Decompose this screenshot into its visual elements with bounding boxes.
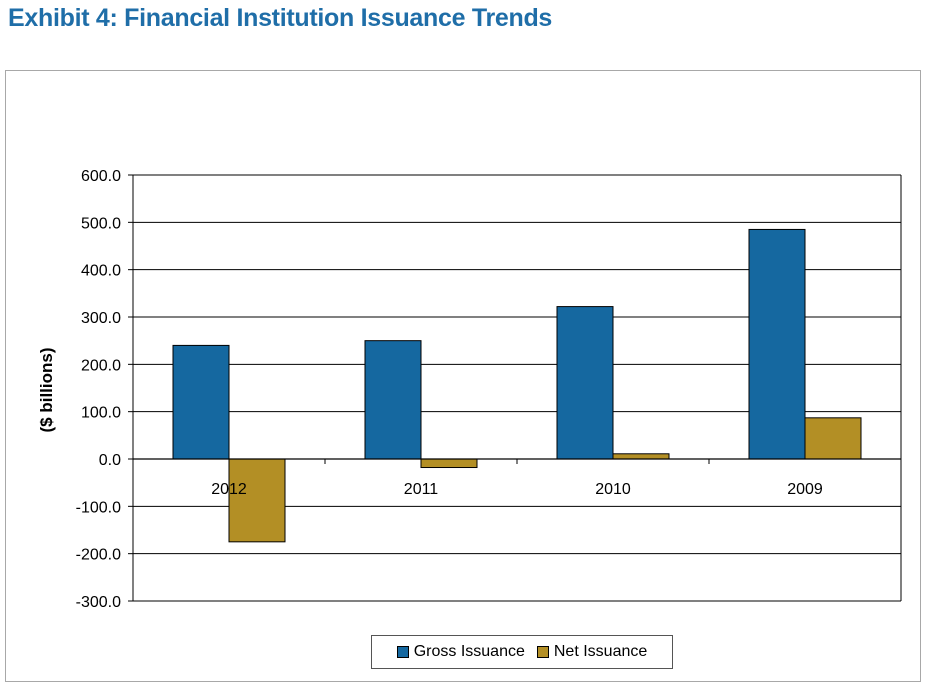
legend-swatch-gross: [396, 646, 409, 658]
bars: [172, 228, 862, 543]
legend: Gross Issuance Net Issuance: [371, 635, 673, 669]
bar-gross-issuance: [748, 228, 806, 460]
bar-gross-issuance: [364, 340, 422, 460]
y-tick-label: 300.0: [81, 310, 121, 327]
legend-swatch-net: [536, 646, 549, 658]
axes: [128, 174, 902, 602]
tick-labels: 600.0 500.0 400.0 300.0 200.0 100.0 0.0 -100.0 -…: [76, 168, 823, 611]
y-tick-label: -100.0: [76, 499, 121, 516]
x-tick-label: 2012: [211, 481, 247, 498]
legend-item-gross: Gross Issuance: [396, 643, 525, 661]
legend-label-net: Net Issuance: [553, 643, 648, 660]
bar-net-issuance: [612, 453, 670, 460]
bar-gross-issuance: [556, 306, 614, 460]
bar-net-issuance: [228, 458, 286, 543]
y-tick-label: 400.0: [81, 263, 121, 280]
y-tick-label: 600.0: [81, 168, 121, 185]
bar-net-issuance: [804, 417, 862, 460]
page-title: Exhibit 4: Financial Institution Issuanc…: [8, 4, 553, 32]
y-axis-label: ($ billions): [37, 348, 56, 433]
y-tick-label: 0.0: [99, 452, 121, 469]
bar-net-issuance: [420, 458, 478, 469]
x-tick-label: 2009: [787, 481, 823, 498]
y-tick-label: 200.0: [81, 357, 121, 374]
y-tick-label: -200.0: [76, 547, 121, 564]
bar-gross-issuance: [172, 344, 230, 460]
legend-item-net: Net Issuance: [536, 643, 648, 661]
x-tick-label: 2011: [404, 481, 439, 498]
y-tick-label: 100.0: [81, 405, 121, 422]
y-tick-label: 500.0: [81, 215, 121, 232]
y-tick-label: -300.0: [76, 594, 121, 611]
legend-label-gross: Gross Issuance: [413, 643, 525, 660]
x-tick-label: 2010: [595, 481, 631, 498]
